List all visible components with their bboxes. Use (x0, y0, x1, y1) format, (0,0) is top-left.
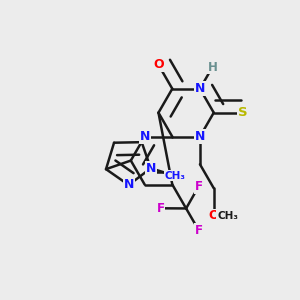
Text: N: N (195, 130, 205, 143)
Text: F: F (157, 202, 165, 215)
Text: F: F (195, 224, 203, 237)
Text: O: O (153, 58, 164, 71)
Text: H: H (207, 61, 217, 74)
Text: N: N (146, 162, 156, 175)
Text: O: O (208, 209, 219, 222)
Text: N: N (124, 178, 134, 191)
Text: N: N (140, 130, 150, 143)
Text: F: F (195, 180, 203, 193)
Text: N: N (195, 82, 205, 95)
Text: CH₃: CH₃ (217, 211, 238, 221)
Text: S: S (238, 106, 247, 119)
Text: CH₃: CH₃ (165, 171, 186, 181)
